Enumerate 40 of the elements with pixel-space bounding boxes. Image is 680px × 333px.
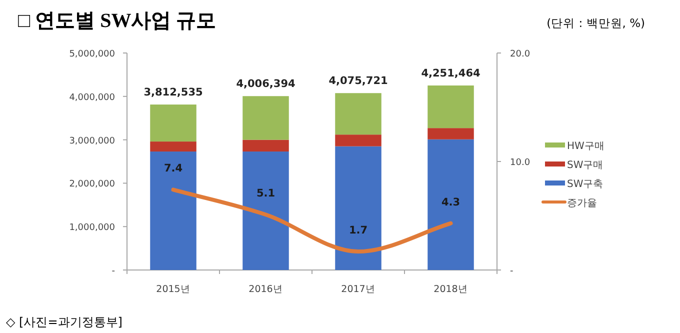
bar: [428, 128, 474, 140]
y-tick-label: -: [112, 266, 115, 276]
legend-label: HW구매: [567, 141, 604, 152]
bar: [335, 93, 382, 135]
bar: [150, 152, 196, 270]
bar: [242, 96, 289, 140]
bar: [242, 152, 289, 270]
bar: [335, 146, 382, 270]
x-tick-label: 2018년: [434, 284, 468, 295]
bar: [428, 139, 474, 270]
y-tick-label: 4,000,000: [69, 92, 116, 103]
total-label: 4,075,721: [328, 75, 388, 88]
y2-tick-label: 20.0: [510, 50, 530, 60]
bar: [242, 140, 289, 152]
bar: [150, 142, 196, 152]
data-label: 5.1: [256, 188, 276, 200]
total-label: 4,251,464: [421, 67, 480, 80]
bar: [150, 104, 196, 142]
text: ◇ [사진=과기정통부]: [6, 315, 122, 329]
legend-label: 증가율: [567, 198, 597, 209]
chart-title: □ 연도별 SW사업 규모: [18, 10, 216, 32]
x-tick-label: 2016년: [248, 284, 283, 295]
y-tick-label: 2,000,000: [69, 180, 116, 190]
bar: [335, 134, 382, 146]
data-label: 7.4: [164, 162, 183, 175]
data-label: 4.3: [441, 196, 460, 208]
x-tick-label: 2017년: [341, 284, 376, 295]
data-label: 1.7: [348, 224, 368, 237]
bar: [428, 85, 474, 128]
y-tick-label: 5,000,000: [69, 50, 116, 60]
y2-tick-label: 10.0: [510, 158, 530, 168]
y-tick-label: 3,000,000: [69, 136, 116, 146]
legend-label: SW구매: [567, 160, 604, 171]
text: (단위 : 백만원, %): [546, 16, 645, 30]
y-tick-label: 1,000,000: [69, 223, 116, 234]
y2-tick-label: -: [510, 266, 514, 276]
legend-label: SW구축: [567, 179, 604, 190]
total-label: 4,006,394: [236, 78, 296, 90]
total-label: 3,812,535: [144, 86, 203, 99]
x-tick-label: 2015년: [156, 284, 190, 295]
